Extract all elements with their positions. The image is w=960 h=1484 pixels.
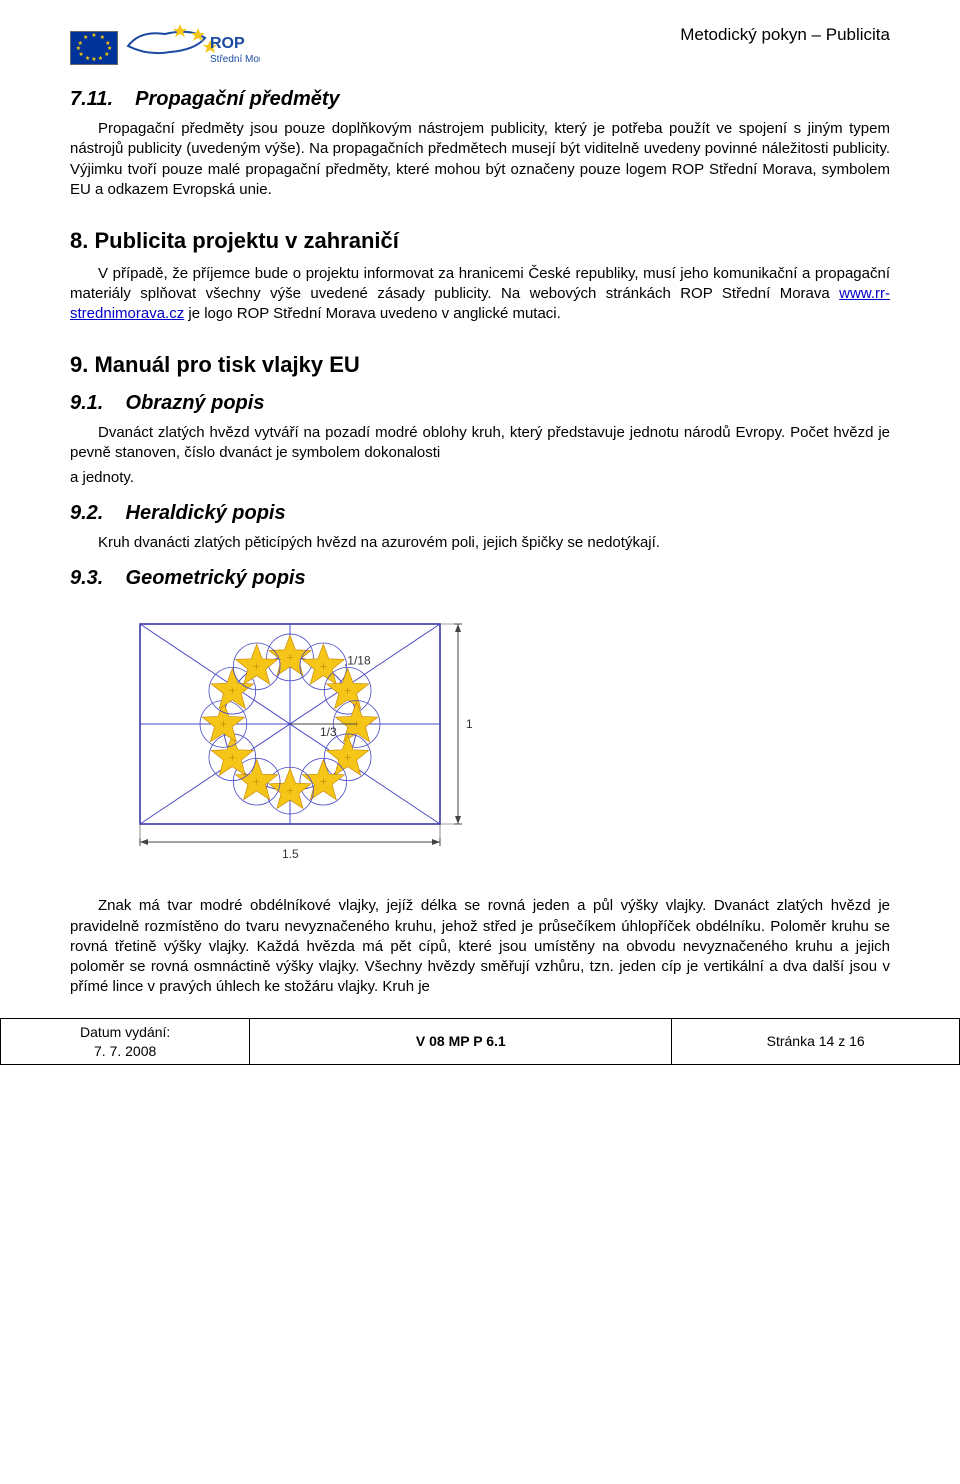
svg-text:ROP: ROP bbox=[210, 35, 245, 52]
body-text: V případě, že příjemce bude o projektu i… bbox=[70, 265, 890, 302]
section-92-body: Kruh dvanácti zlatých pěticípých hvězd n… bbox=[70, 533, 890, 553]
section-91-body-2: a jednoty. bbox=[70, 468, 890, 488]
section-9-heading: 9. Manuál pro tisk vlajky EU bbox=[70, 350, 890, 380]
section-number: 9.3. bbox=[70, 565, 103, 592]
section-711-body: Propagační předměty jsou pouze doplňkový… bbox=[70, 119, 890, 200]
flag-geometry-diagram: 1/3 1/18 1 1.5 bbox=[112, 606, 890, 872]
section-title: Heraldický popis bbox=[126, 502, 286, 524]
footer-date-value: 7. 7. 2008 bbox=[94, 1043, 156, 1059]
section-number: 9.1. bbox=[70, 390, 103, 417]
eu-flag-icon: ★ ★ ★ ★ ★ ★ ★ ★ ★ ★ ★ ★ bbox=[70, 31, 118, 65]
footer-date-label: Datum vydání: bbox=[80, 1024, 170, 1040]
footer-date-cell: Datum vydání: 7. 7. 2008 bbox=[1, 1018, 250, 1065]
body-text: je logo ROP Střední Morava uvedeno v ang… bbox=[184, 305, 561, 322]
section-number: 9.2. bbox=[70, 500, 103, 527]
section-8-body: V případě, že příjemce bude o projektu i… bbox=[70, 264, 890, 325]
rop-logo-icon: ROP Střední Morava bbox=[120, 18, 260, 78]
section-91-heading: 9.1. Obrazný popis bbox=[70, 390, 890, 417]
section-title: Propagační předměty bbox=[135, 88, 340, 110]
svg-text:Střední Morava: Střední Morava bbox=[210, 54, 260, 65]
logo-block: ★ ★ ★ ★ ★ ★ ★ ★ ★ ★ ★ ★ ROP Střední Mora… bbox=[70, 18, 260, 78]
svg-text:1.5: 1.5 bbox=[282, 847, 299, 861]
footer-page-number: Stránka 14 z 16 bbox=[672, 1018, 960, 1065]
section-93-body: Znak má tvar modré obdélníkové vlajky, j… bbox=[70, 896, 890, 997]
footer-table: Datum vydání: 7. 7. 2008 V 08 MP P 6.1 S… bbox=[0, 1018, 960, 1066]
section-title: Geometrický popis bbox=[126, 567, 306, 589]
page-header: ★ ★ ★ ★ ★ ★ ★ ★ ★ ★ ★ ★ ROP Střední Mora… bbox=[70, 18, 890, 78]
section-91-body-1: Dvanáct zlatých hvězd vytváří na pozadí … bbox=[70, 423, 890, 464]
section-title: Obrazný popis bbox=[126, 392, 265, 414]
footer-doc-id: V 08 MP P 6.1 bbox=[250, 1018, 672, 1065]
svg-text:1: 1 bbox=[466, 717, 473, 731]
flag-geometry-svg: 1/3 1/18 1 1.5 bbox=[112, 606, 492, 866]
section-number: 7.11. bbox=[70, 86, 113, 113]
section-711-heading: 7.11. Propagační předměty bbox=[70, 86, 890, 113]
header-doc-title: Metodický pokyn – Publicita bbox=[680, 18, 890, 47]
svg-text:1/3: 1/3 bbox=[320, 725, 337, 739]
section-92-heading: 9.2. Heraldický popis bbox=[70, 500, 890, 527]
svg-text:1/18: 1/18 bbox=[347, 653, 371, 667]
section-8-heading: 8. Publicita projektu v zahraničí bbox=[70, 226, 890, 256]
section-93-heading: 9.3. Geometrický popis bbox=[70, 565, 890, 592]
